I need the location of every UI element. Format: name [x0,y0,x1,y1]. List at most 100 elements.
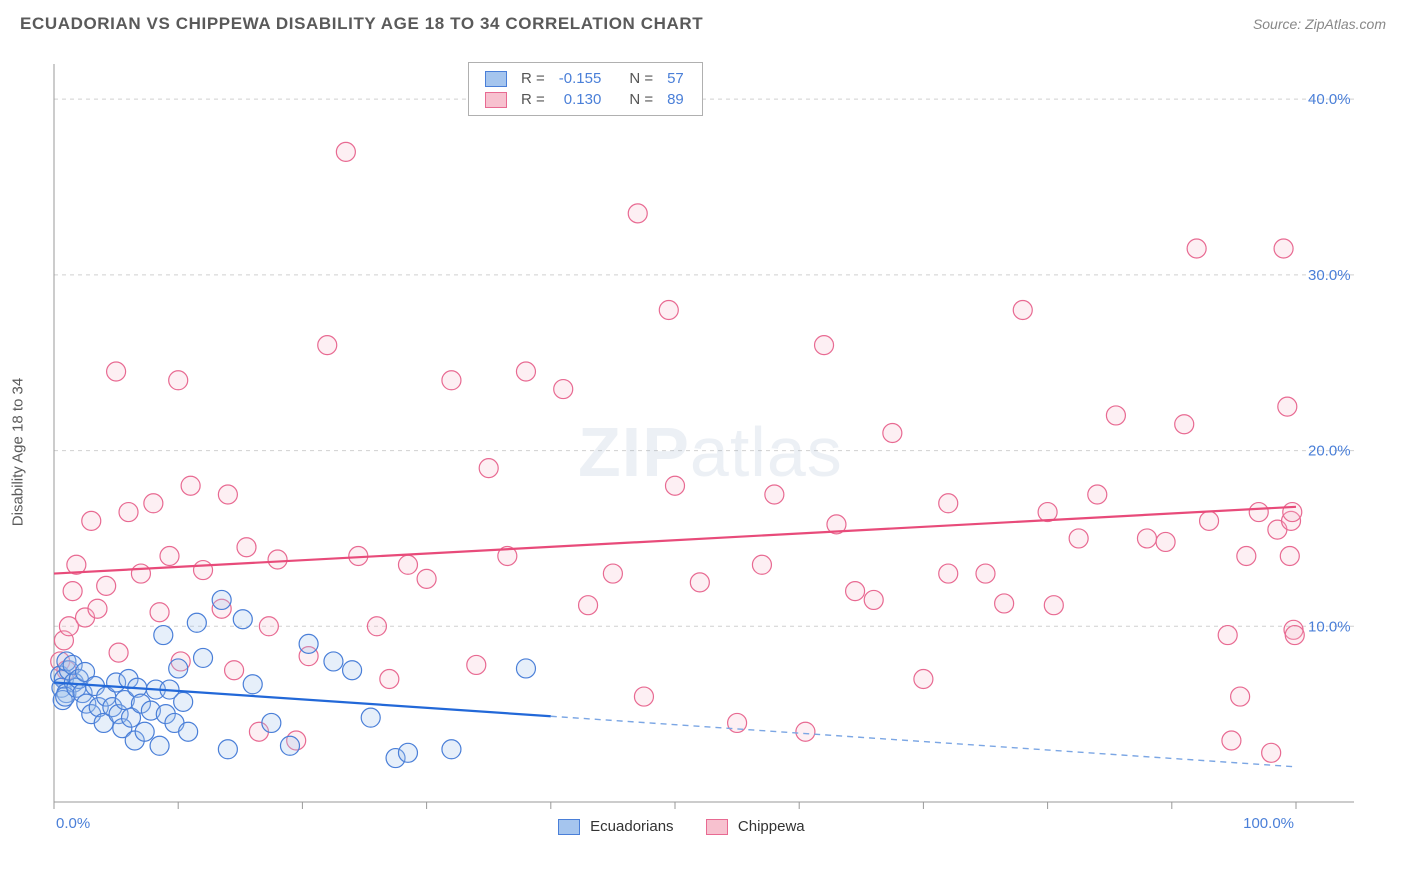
chippewa-point [659,301,678,320]
ecuadorian-point [218,740,237,759]
chippewa-point [88,599,107,618]
correlation-row: R = -0.155 N = 57 [479,69,690,88]
ecuadorian-point [174,692,193,711]
chippewa-point [765,485,784,504]
chippewa-point [846,582,865,601]
chippewa-point [367,617,386,636]
ecuadorian-point [324,652,343,671]
chippewa-point [160,547,179,566]
source-name: ZipAtlas.com [1305,16,1386,32]
chippewa-point [417,569,436,588]
chippewa-point [628,204,647,223]
chippewa-point [194,561,213,580]
ecuadorian-point [262,713,281,732]
chippewa-point [914,670,933,689]
y-tick-label: 30.0% [1308,267,1351,284]
ecuadorian-trendline-extrapolated [551,716,1296,767]
y-tick-label: 20.0% [1308,443,1351,460]
chippewa-point [1044,596,1063,615]
ecuadorian-point [398,743,417,762]
ecuadorian-point [179,722,198,741]
x-tick-label: 0.0% [56,815,90,832]
chippewa-point [603,564,622,583]
legend-swatch [558,819,580,835]
ecuadorian-point [280,736,299,755]
chippewa-point [883,424,902,443]
ecuadorian-point [194,648,213,667]
chippewa-point [82,511,101,530]
scatter-chart: 10.0% 20.0% 30.0% 40.0% 0.0% 100.0% [48,62,1368,842]
chippewa-point [259,617,278,636]
chippewa-point [225,661,244,680]
chippewa-point [144,494,163,513]
chippewa-point [1069,529,1088,548]
legend-swatch [485,71,507,87]
n-value: 89 [661,90,690,109]
chippewa-point [1088,485,1107,504]
chippewa-point [666,476,685,495]
chippewa-point [1237,547,1256,566]
chart-area: Disability Age 18 to 34 10.0%20.0%30.0%4… [48,62,1368,842]
chippewa-point [318,336,337,355]
chippewa-point [995,594,1014,613]
chippewa-point [398,555,417,574]
correlation-row: R = 0.130 N = 89 [479,90,690,109]
chippewa-point [796,722,815,741]
chippewa-point [1156,532,1175,551]
chippewa-point [815,336,834,355]
chippewa-point [442,371,461,390]
legend-swatch [485,92,507,108]
chippewa-point [336,142,355,161]
legend-label: Chippewa [738,818,805,835]
chippewa-point [107,362,126,381]
chippewa-point [939,564,958,583]
chippewa-point [169,371,188,390]
chippewa-point [1249,503,1268,522]
chippewa-point [728,713,747,732]
ecuadorian-point [212,590,231,609]
ecuadorian-point [442,740,461,759]
ecuadorian-point [299,634,318,653]
ecuadorian-point [135,722,154,741]
chippewa-point [1280,547,1299,566]
ecuadorian-point [154,626,173,645]
legend-item: Ecuadorians [558,818,678,835]
ecuadorian-point [150,736,169,755]
chippewa-point [752,555,771,574]
legend-item: Chippewa [706,818,805,835]
chippewa-point [1262,743,1281,762]
chippewa-point [579,596,598,615]
chippewa-point [218,485,237,504]
ecuadorian-point [516,659,535,678]
chippewa-point [1283,503,1302,522]
chippewa-point [97,576,116,595]
n-symbol: N = [623,69,659,88]
chippewa-point [516,362,535,381]
chippewa-point [1231,687,1250,706]
chippewa-point [109,643,128,662]
chippewa-point [690,573,709,592]
source-attribution: Source: ZipAtlas.com [1253,16,1386,32]
chippewa-point [1187,239,1206,258]
y-tick-label: 10.0% [1308,618,1351,635]
chippewa-point [1274,239,1293,258]
chippewa-point [1106,406,1125,425]
correlation-table: R = -0.155 N = 57 R = 0.130 N = 89 [477,67,692,111]
n-value: 57 [661,69,690,88]
chart-title: ECUADORIAN VS CHIPPEWA DISABILITY AGE 18… [20,14,703,34]
chippewa-point [479,459,498,478]
chippewa-point [1200,511,1219,530]
legend-swatch [706,819,728,835]
chippewa-point [1013,301,1032,320]
chippewa-point [63,582,82,601]
ecuadorian-point [187,613,206,632]
ecuadorian-point [233,610,252,629]
y-tick-label: 40.0% [1308,91,1351,108]
ecuadorian-point [169,659,188,678]
ecuadorian-point [343,661,362,680]
chippewa-point [268,550,287,569]
correlation-legend: R = -0.155 N = 57 R = 0.130 N = 89 [468,62,703,116]
chippewa-point [1278,397,1297,416]
x-tick-label: 100.0% [1243,815,1294,832]
chippewa-point [1137,529,1156,548]
